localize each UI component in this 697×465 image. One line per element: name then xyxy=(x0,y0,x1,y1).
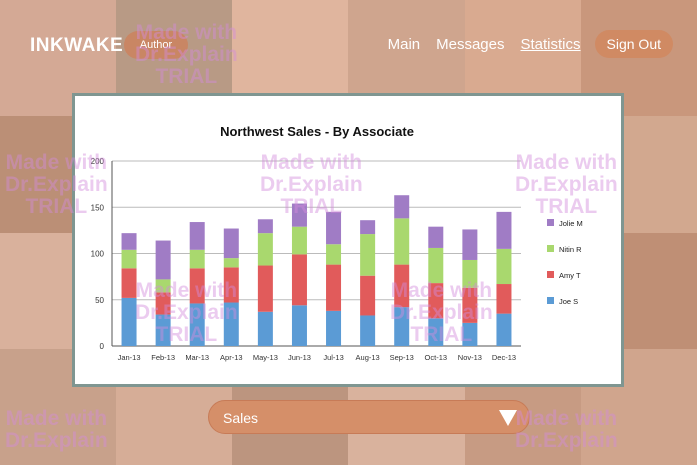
bar-segment xyxy=(155,292,171,315)
x-tick-label: May-13 xyxy=(253,353,278,362)
bar-segment xyxy=(121,249,137,269)
bar-segment xyxy=(394,218,410,265)
bar-segment xyxy=(394,264,410,308)
bar-segment xyxy=(223,228,239,259)
sign-out-button[interactable]: Sign Out xyxy=(594,30,673,58)
bar-segment xyxy=(326,244,342,265)
x-tick-label: Nov-13 xyxy=(458,353,482,362)
y-tick-label: 50 xyxy=(95,296,104,305)
metric-select-value: Sales xyxy=(223,410,259,426)
bar-segment xyxy=(496,313,512,346)
bar-segment xyxy=(326,310,342,346)
legend-swatch xyxy=(547,271,554,278)
chevron-down-icon[interactable] xyxy=(499,410,517,426)
x-tick-label: Oct-13 xyxy=(425,353,448,362)
nav-messages[interactable]: Messages xyxy=(436,35,505,53)
x-tick-label: Sep-13 xyxy=(390,353,414,362)
legend-label: Joe S xyxy=(559,297,578,306)
bar-segment xyxy=(155,279,171,293)
legend-label: Nitin R xyxy=(559,245,582,254)
bar-segment xyxy=(462,322,478,346)
top-navigation-bar: INKWAKE Author Main Messages Statistics … xyxy=(0,0,697,88)
bar-segment xyxy=(428,318,444,346)
bar-segment xyxy=(189,249,205,269)
bar-segment xyxy=(257,265,273,312)
bar-segment xyxy=(189,303,205,346)
x-tick-label: Apr-13 xyxy=(220,353,243,362)
legend-swatch xyxy=(547,297,554,304)
x-tick-label: Jan-13 xyxy=(118,353,141,362)
x-tick-label: Dec-13 xyxy=(492,353,516,362)
bar-segment xyxy=(291,226,307,255)
bar-segment xyxy=(121,268,137,298)
bar-segment xyxy=(326,264,342,311)
author-badge[interactable]: Author xyxy=(124,31,188,59)
bar-segment xyxy=(291,305,307,346)
bar-segment xyxy=(496,248,512,285)
brand-logo[interactable]: INKWAKE xyxy=(30,35,124,56)
bar-segment xyxy=(189,222,205,250)
y-tick-label: 150 xyxy=(91,203,105,212)
x-tick-label: Mar-13 xyxy=(185,353,209,362)
nav-statistics[interactable]: Statistics xyxy=(520,35,581,53)
bar-segment xyxy=(223,302,239,346)
main-nav: Main Messages Statistics Sign Out xyxy=(372,30,673,58)
bar-segment xyxy=(155,240,171,280)
bar-segment xyxy=(496,284,512,314)
bar-segment xyxy=(257,311,273,346)
bar-segment xyxy=(394,195,410,219)
chart-title: Northwest Sales - By Associate xyxy=(220,124,414,139)
y-tick-label: 200 xyxy=(91,157,105,166)
bar-segment xyxy=(223,267,239,303)
x-tick-label: Jul-13 xyxy=(323,353,343,362)
x-tick-label: Jun-13 xyxy=(288,353,311,362)
bar-segment xyxy=(291,203,307,227)
legend-label: Amy T xyxy=(559,271,581,280)
bar-segment xyxy=(428,247,444,284)
bar-segment xyxy=(428,283,444,319)
bar-segment xyxy=(496,211,512,249)
bar-segment xyxy=(257,219,273,234)
bar-segment xyxy=(223,258,239,268)
nav-main[interactable]: Main xyxy=(387,35,421,53)
bar-segment xyxy=(428,226,444,248)
bar-segment xyxy=(121,297,137,346)
legend-swatch xyxy=(547,245,554,252)
bar-segment xyxy=(360,220,376,235)
sales-chart: Northwest Sales - By Associate 0 50 100 150 2… xyxy=(91,124,583,362)
bar-segment xyxy=(257,233,273,266)
bar-segment xyxy=(462,287,478,323)
bar-segment xyxy=(291,254,307,306)
x-tick-label: Feb-13 xyxy=(151,353,175,362)
bar-segment xyxy=(394,307,410,346)
bar-segment xyxy=(121,233,137,250)
legend-label: Jolie M xyxy=(559,219,583,228)
bar-segment xyxy=(360,315,376,346)
bar-segment xyxy=(360,275,376,316)
metric-select[interactable]: Sales xyxy=(208,400,530,434)
bar-segment xyxy=(326,211,342,245)
y-tick-label: 100 xyxy=(91,250,105,259)
bar-segment xyxy=(462,259,478,288)
bar-segment xyxy=(189,268,205,304)
bar-segment xyxy=(155,314,171,346)
bar-segment xyxy=(360,234,376,276)
x-tick-label: Aug-13 xyxy=(356,353,380,362)
y-tick-label: 0 xyxy=(100,342,105,351)
legend-swatch xyxy=(547,219,554,226)
bar-segment xyxy=(462,229,478,260)
sales-chart-panel: Northwest Sales - By Associate 0 50 100 150 2… xyxy=(72,93,624,387)
